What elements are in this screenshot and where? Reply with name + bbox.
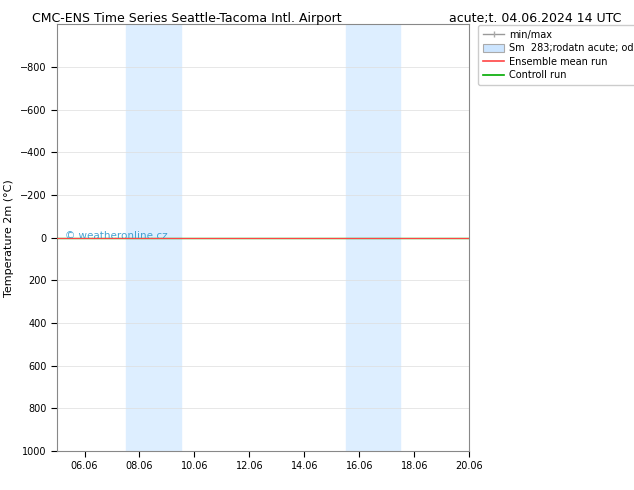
Text: CMC-ENS Time Series Seattle-Tacoma Intl. Airport: CMC-ENS Time Series Seattle-Tacoma Intl.… bbox=[32, 12, 341, 25]
Text: acute;t. 04.06.2024 14 UTC: acute;t. 04.06.2024 14 UTC bbox=[449, 12, 621, 25]
Y-axis label: Temperature 2m (°C): Temperature 2m (°C) bbox=[4, 179, 15, 296]
Legend: min/max, Sm  283;rodatn acute; odchylka, Ensemble mean run, Controll run: min/max, Sm 283;rodatn acute; odchylka, … bbox=[478, 25, 634, 85]
Bar bbox=[126, 24, 181, 451]
Text: © weatheronline.cz: © weatheronline.cz bbox=[65, 230, 168, 241]
Bar bbox=[346, 24, 401, 451]
